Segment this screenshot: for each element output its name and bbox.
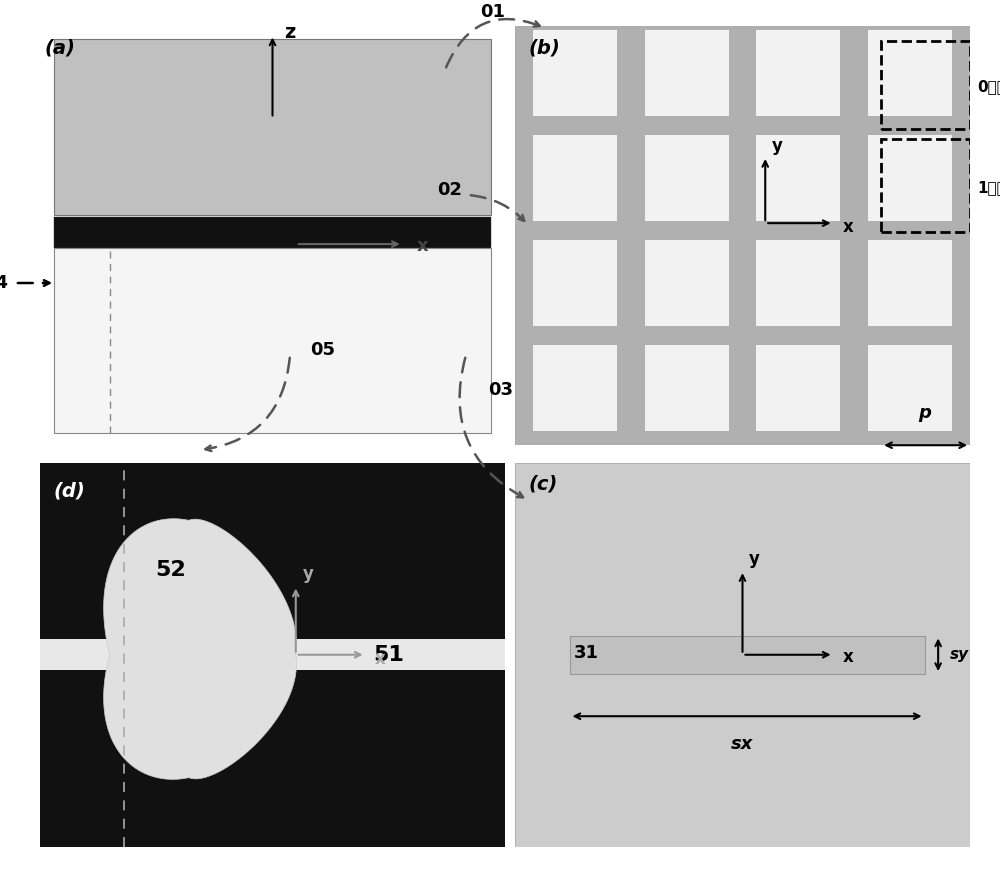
Bar (54, 217, 491, 248)
Text: (a): (a) (45, 38, 76, 58)
Text: x: x (417, 237, 428, 255)
Text: 1单元: 1单元 (977, 180, 1000, 195)
Bar (570, 636, 924, 674)
Bar (868, 31, 952, 116)
Text: 04: 04 (0, 274, 8, 292)
Bar (533, 345, 617, 430)
Bar (645, 31, 729, 116)
Text: z: z (284, 23, 295, 42)
Bar (54, 38, 491, 215)
Bar (868, 345, 952, 430)
Bar (40, 639, 505, 670)
Text: 02: 02 (437, 181, 462, 199)
Bar (54, 248, 491, 433)
Bar (645, 345, 729, 430)
Bar (881, 41, 970, 129)
Text: y: y (749, 550, 760, 567)
Text: 31: 31 (574, 643, 599, 662)
Text: x: x (843, 648, 853, 666)
Text: sx: sx (731, 735, 754, 753)
Text: x: x (843, 218, 853, 237)
Polygon shape (104, 519, 296, 780)
Bar (533, 240, 617, 326)
Text: 51: 51 (373, 645, 404, 664)
Bar (868, 135, 952, 221)
Text: 52: 52 (155, 560, 186, 581)
Text: 05: 05 (310, 341, 335, 359)
Text: sy: sy (950, 647, 969, 663)
Text: (c): (c) (529, 474, 558, 493)
Bar (533, 31, 617, 116)
Bar (756, 31, 840, 116)
Text: x: x (375, 650, 386, 668)
Text: y: y (303, 565, 314, 583)
Text: p: p (918, 404, 931, 423)
Bar (533, 135, 617, 221)
Text: 03: 03 (488, 381, 513, 399)
Bar (756, 135, 840, 221)
Bar (881, 140, 970, 231)
Text: y: y (772, 136, 783, 155)
Bar (868, 240, 952, 326)
Text: (b): (b) (529, 38, 560, 58)
Text: (d): (d) (54, 482, 86, 501)
Text: 01: 01 (480, 3, 506, 21)
Bar (645, 240, 729, 326)
Bar (756, 345, 840, 430)
Text: 0单元: 0单元 (977, 79, 1000, 94)
Bar (756, 240, 840, 326)
Bar (645, 135, 729, 221)
